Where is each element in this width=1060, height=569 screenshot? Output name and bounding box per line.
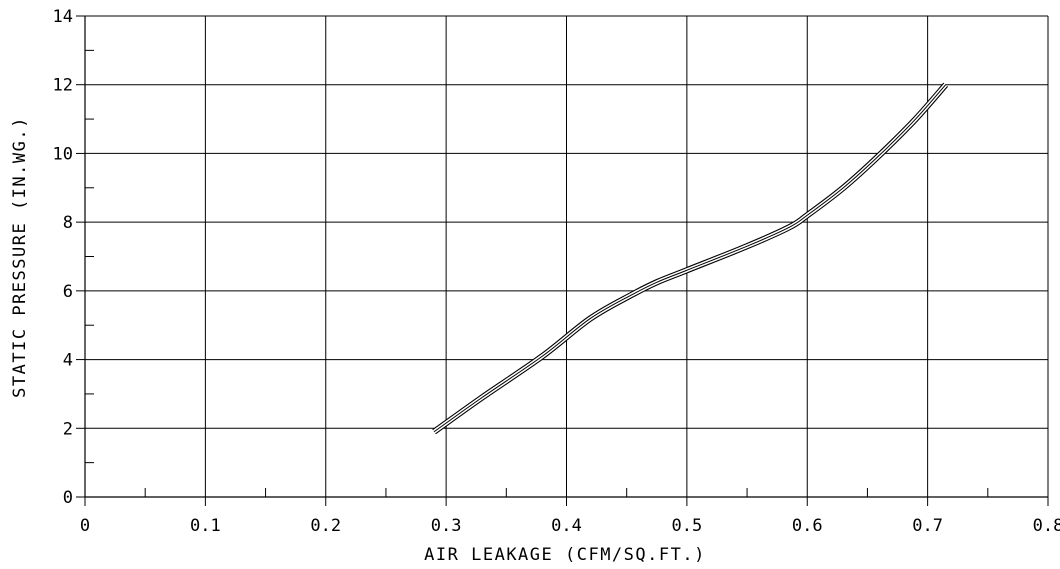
y-tick-label-5: 10: [53, 144, 73, 164]
x-tick-label-0: 0: [80, 516, 90, 536]
tick-layer: [76, 15, 1049, 506]
y-tick-label-2: 4: [63, 351, 73, 371]
series-0-gap: [432, 83, 948, 434]
x-tick-label-1: 0.1: [190, 516, 221, 536]
series-0-center-line: [433, 84, 947, 433]
x-tick-label-5: 0.5: [672, 516, 703, 536]
x-tick-label-2: 0.2: [310, 516, 341, 536]
x-axis-label: AIR LEAKAGE (CFM/SQ.FT.): [424, 545, 706, 565]
y-tick-label-6: 12: [53, 76, 73, 96]
y-tick-label-1: 2: [63, 419, 73, 439]
label-layer: 0 0.1 0.2 0.3 0.4 0.5 0.6 0.7 0.8 0 2 4 6 8 10 12 14: [53, 7, 1060, 536]
x-tick-label-4: 0.4: [551, 516, 582, 536]
series-layer: [432, 82, 949, 435]
y-tick-label-3: 6: [63, 282, 73, 302]
grid-layer: [84, 15, 1049, 498]
y-axis-label: STATIC PRESSURE (IN.WG.): [10, 116, 30, 398]
x-tick-label-6: 0.6: [792, 516, 823, 536]
x-tick-label-8: 0.8: [1033, 516, 1060, 536]
y-tick-label-4: 8: [63, 213, 73, 233]
x-tick-label-7: 0.7: [912, 516, 943, 536]
y-tick-label-0: 0: [63, 488, 73, 508]
x-tick-label-3: 0.3: [431, 516, 462, 536]
y-tick-label-7: 14: [53, 7, 73, 27]
